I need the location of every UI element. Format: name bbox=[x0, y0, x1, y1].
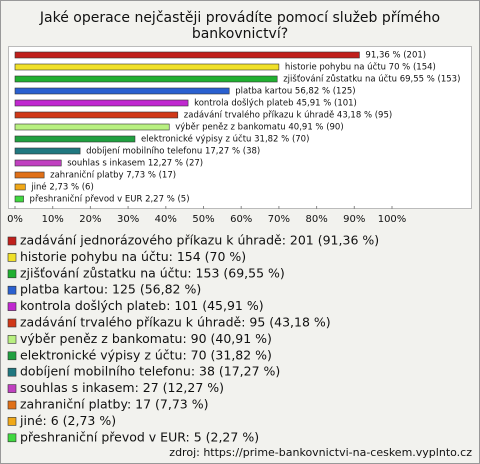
bar bbox=[14, 135, 136, 143]
data-label: zahraniční platby 7,73 % (17) bbox=[50, 170, 176, 181]
legend-swatch bbox=[7, 384, 17, 393]
label-background bbox=[28, 193, 191, 205]
data-label: kontrola došlých plateb 45,91 % (101) bbox=[194, 98, 357, 109]
x-tick-label: 70% bbox=[268, 214, 290, 225]
label-background bbox=[49, 169, 178, 181]
label-background bbox=[182, 109, 394, 121]
legend-label: historie pohybu na účtu: 154 (70 %) bbox=[20, 249, 246, 264]
legend-label: dobíjení mobilního telefonu: 38 (17,27 %… bbox=[20, 364, 280, 379]
data-label: jiné 2,73 % (6) bbox=[30, 182, 94, 193]
label-background bbox=[282, 73, 462, 85]
data-label: 91,36 % (201) bbox=[365, 51, 426, 61]
x-tick-label: 90% bbox=[343, 214, 365, 225]
legend-label: kontrola došlých plateb: 101 (45,91 %) bbox=[20, 298, 264, 313]
legend-label: elektronické výpisy z účtu: 70 (31,82 %) bbox=[20, 347, 272, 362]
bar bbox=[14, 171, 45, 179]
data-label: výběr peněz z bankomatu 40,91 % (90) bbox=[175, 123, 343, 133]
legend-swatch bbox=[7, 400, 17, 410]
bar bbox=[14, 123, 170, 131]
label-background bbox=[85, 146, 262, 157]
legend-swatch bbox=[7, 318, 17, 328]
x-tick-label: 100% bbox=[378, 214, 407, 225]
data-label: elektronické výpisy z účtu 31,82 % (70) bbox=[141, 134, 309, 145]
bar bbox=[14, 195, 24, 203]
x-tick-label: 80% bbox=[305, 214, 327, 225]
data-label: platba kartou 56,82 % (125) bbox=[235, 87, 355, 97]
label-background bbox=[234, 86, 357, 97]
data-label: dobíjení mobilního telefonu 17,27 % (38) bbox=[86, 147, 260, 157]
legend-swatch bbox=[7, 367, 17, 377]
legend-swatch bbox=[7, 269, 17, 279]
legend-label: zahraniční platby: 17 (7,73 %) bbox=[20, 397, 208, 412]
legend-label: přeshraniční převod v EUR: 5 (2,27 %) bbox=[20, 429, 259, 444]
label-background bbox=[193, 97, 358, 109]
label-background bbox=[364, 50, 428, 61]
bar bbox=[14, 75, 278, 83]
legend-swatch bbox=[7, 236, 17, 246]
x-tick-label: 50% bbox=[192, 214, 214, 225]
legend-swatch bbox=[7, 351, 17, 361]
legend-label: jiné: 6 (2,73 %) bbox=[19, 413, 116, 428]
legend-label: zadávání trvalého příkazu k úhradě: 95 (… bbox=[20, 315, 331, 330]
x-tick-label: 40% bbox=[155, 214, 177, 225]
bar bbox=[14, 183, 26, 191]
label-background bbox=[283, 61, 437, 73]
x-tick-label: 0% bbox=[7, 214, 23, 225]
data-label: zjišťování zůstatku na účtu 69,55 % (153… bbox=[283, 74, 460, 85]
legend-swatch bbox=[7, 285, 17, 295]
legend-swatch bbox=[7, 302, 17, 311]
legend-label: souhlas s inkasem: 27 (12,27 %) bbox=[20, 380, 224, 395]
bar bbox=[14, 159, 62, 167]
label-background bbox=[66, 158, 205, 169]
legend-swatch bbox=[7, 433, 17, 443]
data-label: přeshraniční převod v EUR 2,27 % (5) bbox=[30, 194, 190, 205]
bar bbox=[14, 147, 81, 155]
bar bbox=[14, 51, 360, 59]
data-label: souhlas s inkasem 12,27 % (27) bbox=[67, 159, 203, 169]
legend-swatch bbox=[7, 253, 17, 262]
bar bbox=[14, 99, 189, 107]
bar bbox=[14, 63, 280, 71]
x-tick-label: 60% bbox=[230, 214, 252, 225]
bar bbox=[14, 87, 230, 95]
bar bbox=[14, 111, 179, 119]
data-label: zadávání trvalého příkazu k úhradě 43,18… bbox=[184, 110, 392, 121]
legend-swatch bbox=[7, 335, 17, 344]
chart-title: bankovnictví? bbox=[192, 26, 288, 42]
legend-swatch bbox=[7, 417, 17, 426]
label-background bbox=[174, 122, 345, 133]
legend-label: výběr peněz z bankomatu: 90 (40,91 %) bbox=[20, 331, 272, 346]
x-tick-label: 30% bbox=[117, 214, 139, 225]
source: zdroj: https://prime-bankovnictvi-na-ces… bbox=[169, 446, 472, 459]
legend-label: zadávání jednorázového příkazu k úhradě:… bbox=[20, 233, 379, 248]
x-tick-label: 10% bbox=[42, 214, 64, 225]
data-label: historie pohybu na účtu 70 % (154) bbox=[285, 62, 436, 73]
chart-title: Jaké operace nejčastěji provádíte pomocí… bbox=[39, 10, 440, 26]
legend-label: zjišťování zůstatku na účtu: 153 (69,55 … bbox=[20, 265, 285, 280]
legend-label: platba kartou: 125 (56,82 %) bbox=[20, 282, 201, 297]
x-tick-label: 20% bbox=[79, 214, 101, 225]
label-background bbox=[29, 181, 95, 193]
label-background bbox=[139, 133, 311, 145]
